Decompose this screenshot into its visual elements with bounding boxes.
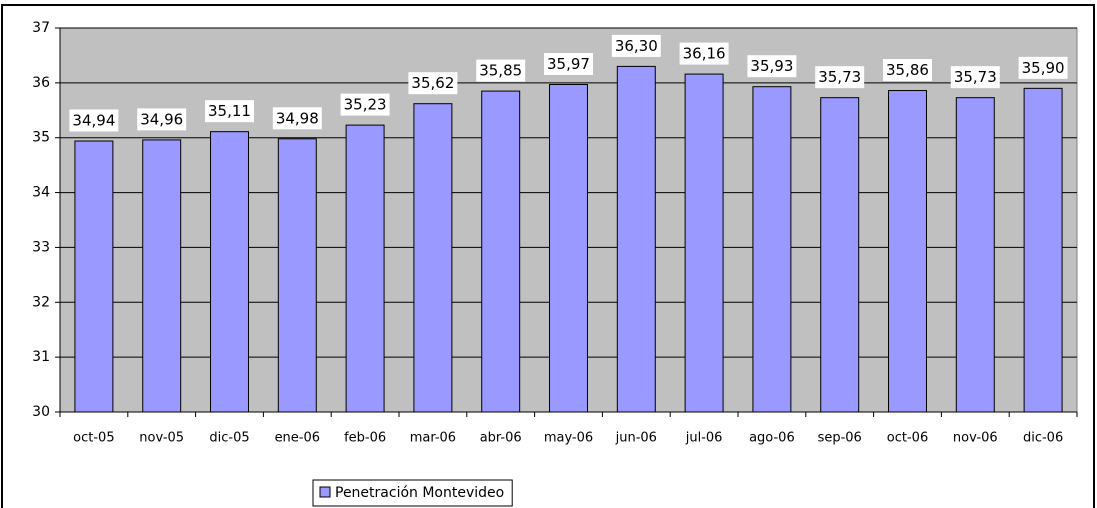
bar — [888, 90, 927, 413]
bar — [684, 73, 724, 413]
bar — [1023, 87, 1063, 413]
value-label: 35,86 — [886, 61, 929, 79]
value-label: 36,30 — [615, 37, 658, 55]
y-tick-label: 34 — [32, 185, 50, 201]
bar — [142, 139, 182, 413]
bar — [345, 124, 385, 413]
value-label: 34,96 — [140, 110, 183, 128]
value-label: 35,23 — [344, 96, 387, 114]
value-label-bg — [476, 59, 526, 82]
x-tick-label: sep-06 — [818, 431, 862, 446]
x-tick-label: ene-06 — [275, 431, 320, 446]
bar — [413, 103, 453, 413]
x-tick-label: jun-06 — [615, 431, 657, 446]
bar — [74, 140, 114, 413]
value-label: 34,94 — [72, 112, 115, 130]
bar — [955, 97, 995, 413]
value-label-bg — [340, 93, 390, 116]
value-label-bg — [544, 53, 593, 76]
value-label: 34,98 — [276, 109, 319, 127]
value-label: 35,73 — [954, 68, 997, 86]
x-tick-label: oct-06 — [887, 431, 928, 446]
bar — [820, 97, 860, 413]
bar — [616, 65, 656, 413]
x-tick-label: mar-06 — [410, 431, 456, 446]
bar — [752, 86, 792, 413]
value-label: 35,97 — [547, 55, 590, 73]
x-tick-label: oct-05 — [73, 431, 114, 446]
value-label: 35,90 — [1022, 59, 1065, 77]
value-label-bg — [408, 72, 458, 95]
value-label-bg — [611, 34, 661, 57]
value-label: 35,93 — [750, 57, 793, 75]
legend-box — [312, 479, 513, 507]
x-tick-label: may-06 — [544, 431, 593, 446]
value-label: 36,16 — [683, 45, 726, 63]
value-label: 35,85 — [479, 62, 522, 80]
value-label-bg — [950, 66, 1000, 89]
value-label-bg — [272, 107, 322, 130]
bar — [549, 84, 588, 413]
x-tick-label: dic-06 — [1023, 431, 1063, 446]
y-tick-label: 33 — [32, 239, 50, 255]
value-label: 35,62 — [411, 74, 454, 92]
x-tick-label: ago-06 — [749, 431, 795, 446]
y-tick-label: 37 — [32, 20, 50, 36]
y-tick-label: 36 — [32, 75, 50, 91]
value-label: 35,11 — [208, 102, 251, 120]
x-tick-label: feb-06 — [344, 431, 386, 446]
value-label-bg — [205, 100, 254, 123]
value-label-bg — [69, 109, 119, 132]
value-label: 35,73 — [818, 68, 861, 86]
y-tick-label: 30 — [32, 404, 50, 420]
legend-swatch — [319, 486, 331, 498]
value-label-bg — [679, 42, 729, 65]
value-label-bg — [747, 55, 797, 78]
y-tick-label: 35 — [32, 130, 50, 146]
x-tick-label: jul-06 — [685, 431, 723, 446]
x-tick-label: nov-06 — [953, 431, 998, 446]
value-label-bg — [815, 66, 865, 89]
bar — [277, 138, 317, 413]
y-tick-label: 31 — [32, 349, 50, 365]
bar — [481, 90, 521, 413]
value-label-bg — [883, 59, 932, 82]
bar — [210, 131, 249, 413]
x-tick-label: abr-06 — [480, 431, 522, 446]
value-label-bg — [1018, 56, 1068, 79]
x-tick-label: dic-05 — [209, 431, 249, 446]
value-label-bg — [137, 108, 187, 131]
legend-label: Penetración Montevideo — [335, 485, 504, 501]
y-tick-label: 32 — [32, 294, 50, 310]
x-tick-label: nov-05 — [139, 431, 184, 446]
